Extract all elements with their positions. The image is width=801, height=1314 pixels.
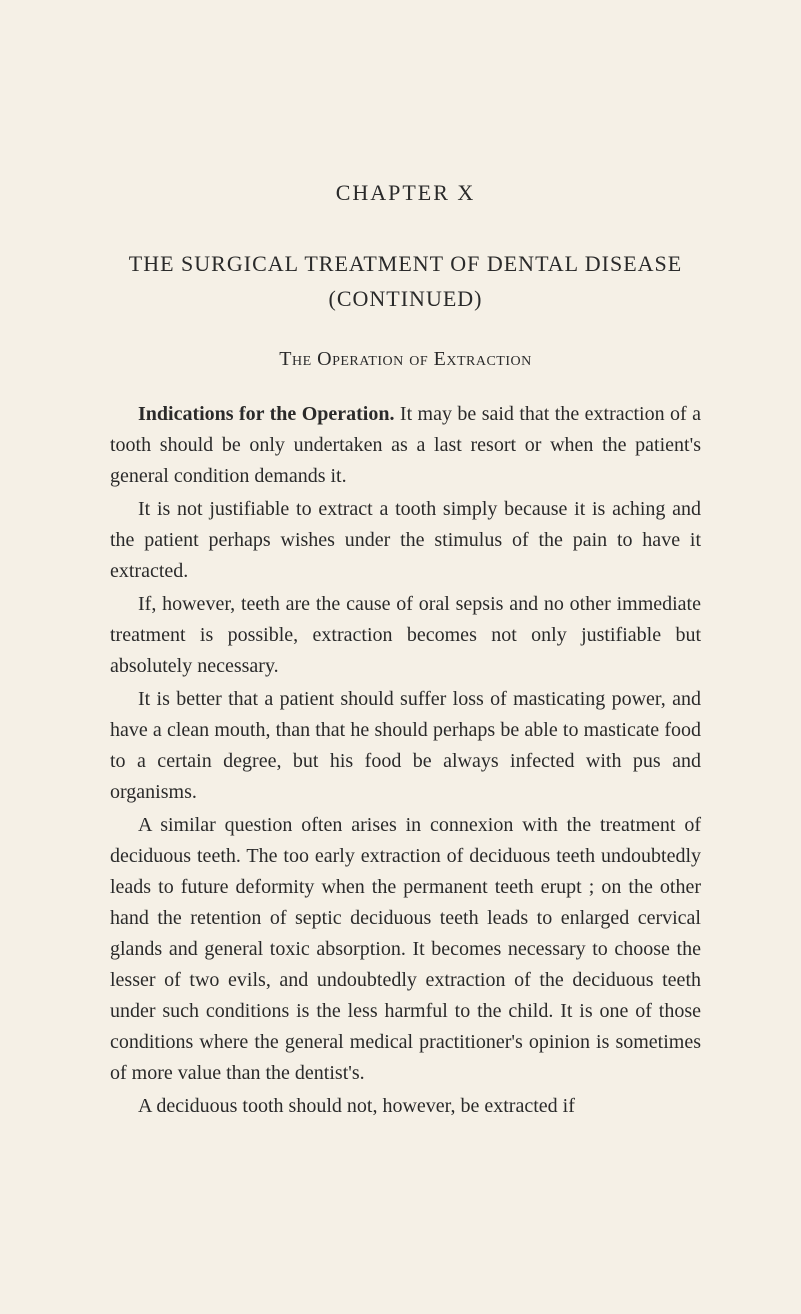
paragraph: It is not justifiable to extract a tooth… [110, 494, 701, 587]
paragraph-text: A similar question often arises in conne… [110, 814, 701, 1084]
paragraph-text: If, however, teeth are the cause of oral… [110, 593, 701, 677]
body-text: Indications for the Operation. It may be… [110, 399, 701, 1122]
paragraph: A deciduous tooth should not, however, b… [110, 1091, 701, 1122]
paragraph: A similar question often arises in conne… [110, 810, 701, 1089]
section-title: The Operation of Extraction [110, 348, 701, 371]
paragraph-text: It is better that a patient should suffe… [110, 688, 701, 803]
chapter-number: CHAPTER X [110, 180, 701, 206]
paragraph-text: It is not justifiable to extract a tooth… [110, 498, 701, 582]
paragraph: Indications for the Operation. It may be… [110, 399, 701, 492]
paragraph: If, however, teeth are the cause of oral… [110, 589, 701, 682]
paragraph-text: A deciduous tooth should not, however, b… [138, 1095, 575, 1117]
paragraph-lead: Indications for the Operation. [138, 403, 394, 425]
chapter-title: THE SURGICAL TREATMENT OF DENTAL DISEASE… [110, 246, 701, 316]
paragraph: It is better that a patient should suffe… [110, 684, 701, 808]
